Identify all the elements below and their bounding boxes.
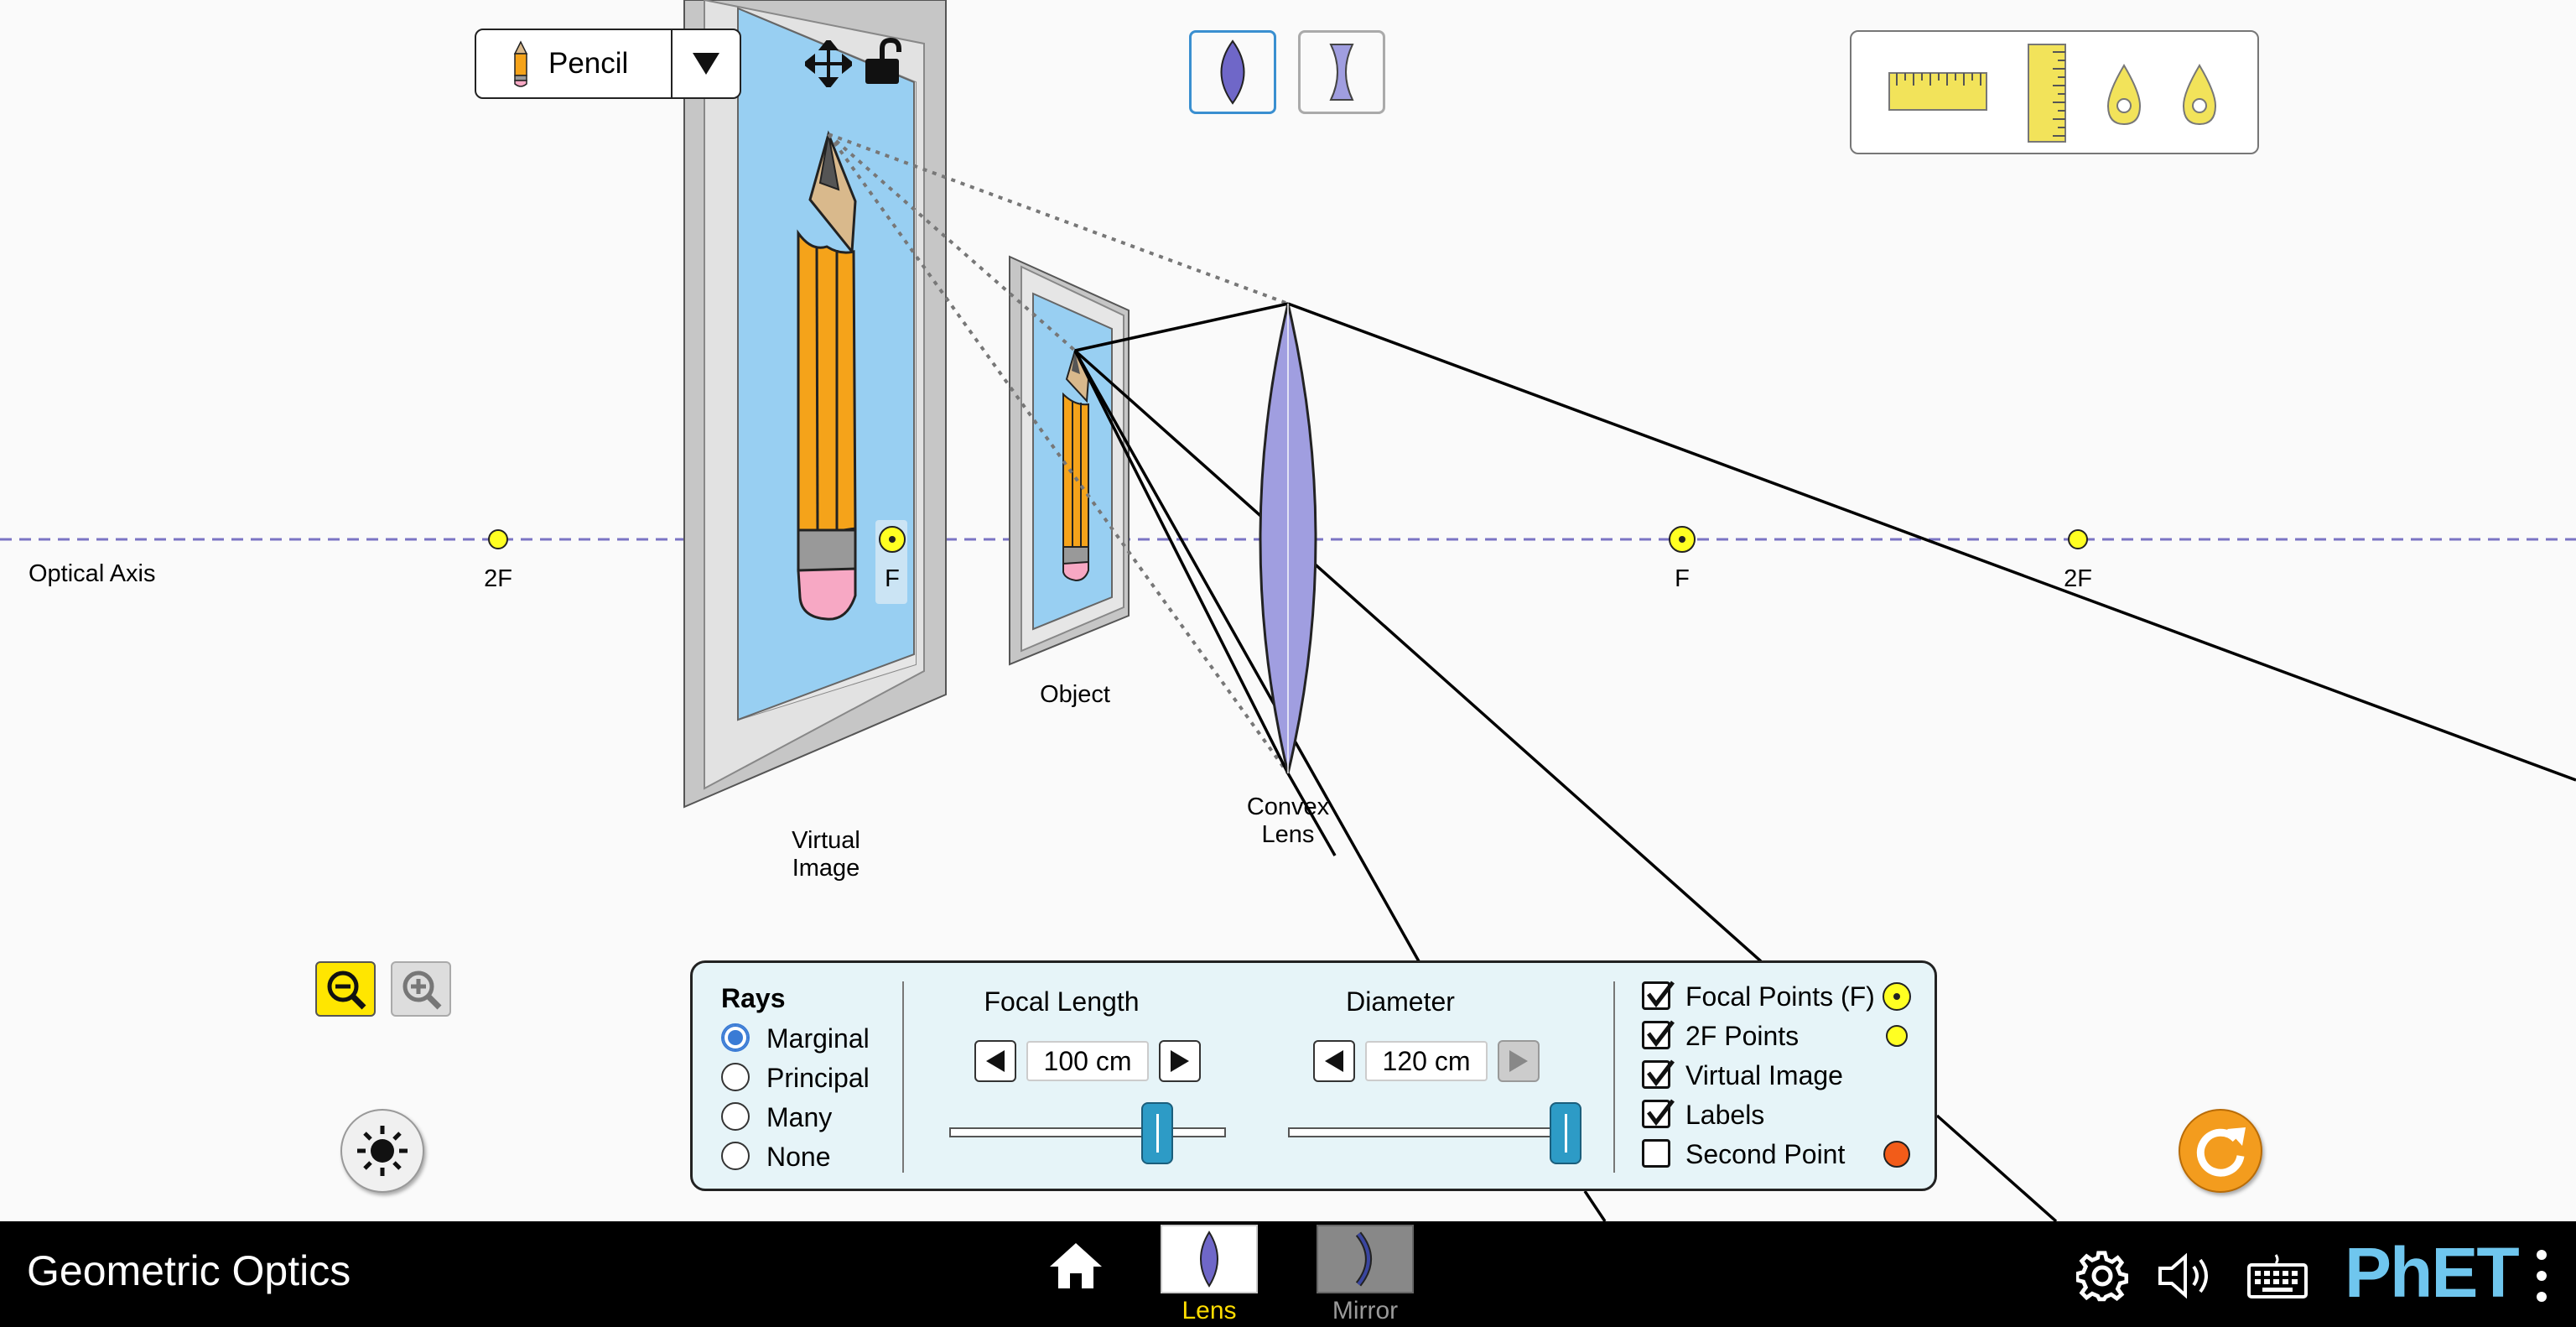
concave-lens-icon [1329,44,1354,101]
unlocked-icon[interactable] [862,37,907,87]
focal-length-value: 100 cm [1026,1041,1149,1081]
focal-length-decrement-button[interactable] [974,1040,1016,1082]
focal-points [488,520,2088,604]
diameter-slider-track[interactable] [1288,1127,1565,1137]
gear-icon[interactable] [2076,1250,2128,1302]
object-selector-label: Pencil [548,47,629,80]
focal-length-title: Focal Length [984,986,1140,1017]
diameter-title: Diameter [1346,986,1455,1017]
left-2f-point [488,529,508,549]
speaker-icon[interactable] [2157,1252,2219,1300]
reset-icon [2196,1127,2246,1177]
lens-tab-thumbnail [1161,1225,1258,1293]
diameter-increment-button[interactable] [1498,1040,1540,1082]
tab-lens[interactable]: Lens [1161,1225,1258,1325]
focal-point-icon [1883,982,1911,1011]
rays-title: Rays [721,983,786,1013]
rays-principal-radio[interactable] [721,1063,750,1091]
focal-length-increment-button[interactable] [1159,1040,1201,1082]
2f-points-checkbox[interactable] [1642,1020,1675,1049]
labels-checkbox[interactable] [1642,1099,1675,1128]
checkbox-label: Labels [1685,1100,1765,1130]
light-rays-button[interactable] [340,1109,424,1193]
virtual-rays [827,133,1290,775]
zoom-out-icon [327,971,366,1010]
object-label: Object [1040,681,1110,708]
tab-mirror-label: Mirror [1332,1297,1399,1324]
left-2f-label: 2F [484,565,512,592]
focal-length-slider-track[interactable] [949,1127,1226,1137]
convex-lens-icon [1200,1231,1218,1288]
diameter-decrement-button[interactable] [1313,1040,1355,1082]
rays-none-radio[interactable] [721,1142,750,1170]
navigation-bar: Geometric Optics Lens Mirror [0,1221,2576,1327]
scene-canvas [0,0,2576,1221]
second-point-icon [1883,1141,1910,1168]
position-marker-icon[interactable] [2103,64,2145,127]
focal-points-checkbox[interactable] [1642,981,1675,1010]
mirror-tab-thumbnail [1317,1225,1414,1293]
vertical-ruler-icon[interactable] [2028,44,2066,143]
control-panel: Rays Marginal Principal Many None Focal … [690,960,1937,1191]
object-pencil [1062,348,1090,582]
move-arrows-icon[interactable] [805,40,852,87]
rays-option-label: None [766,1142,831,1172]
reset-all-button[interactable] [2179,1109,2262,1193]
checkbox-label: 2F Points [1685,1021,1800,1051]
divider [1613,981,1615,1173]
virtual-image-pencil [797,130,857,621]
diameter-value: 120 cm [1365,1041,1488,1081]
real-rays [1073,302,2576,1221]
rays-option-label: Principal [766,1063,870,1093]
divider [902,981,904,1173]
convex-lens-icon [1220,39,1245,105]
right-2f-point [2068,529,2088,549]
zoom-out-button[interactable] [315,961,376,1017]
lens-label: Convex Lens [1246,794,1330,848]
2f-point-icon [1886,1025,1908,1047]
left-f-label: F [885,565,900,592]
convex-lens-type-button[interactable] [1189,30,1276,114]
rays-option-label: Marginal [766,1023,870,1054]
app-title: Geometric Optics [27,1247,351,1294]
zoom-in-icon [402,971,442,1010]
convex-lens[interactable] [1259,303,1317,774]
rays-marginal-radio[interactable] [721,1023,750,1052]
dropdown-arrow-icon[interactable] [671,30,740,97]
optical-axis-label: Optical Axis [29,560,156,587]
checkbox-label: Second Point [1685,1139,1846,1169]
rays-option-label: Many [766,1102,833,1132]
tab-mirror[interactable]: Mirror [1317,1225,1414,1325]
right-2f-label: 2F [2064,565,2092,592]
rays-many-radio[interactable] [721,1102,750,1131]
mirror-icon [1355,1231,1372,1287]
checkbox-label: Virtual Image [1685,1060,1843,1090]
phet-logo[interactable]: PhET [2345,1233,2520,1312]
checkbox-label: Focal Points (F) [1685,981,1875,1012]
horizontal-ruler-icon[interactable] [1888,72,1987,111]
toolbox [1850,30,2259,154]
more-options-icon[interactable] [2532,1246,2551,1305]
zoom-in-button[interactable] [391,961,451,1017]
diameter-slider-thumb[interactable] [1550,1102,1581,1164]
pencil-icon [513,40,528,87]
keyboard-icon[interactable] [2247,1253,2308,1298]
focal-length-slider-thumb[interactable] [1141,1102,1173,1164]
concave-lens-type-button[interactable] [1298,30,1385,114]
object-selector[interactable]: Pencil [475,29,741,99]
home-icon[interactable] [1048,1240,1104,1290]
position-marker-icon[interactable] [2179,64,2220,127]
sun-icon [357,1126,408,1176]
right-f-label: F [1675,565,1690,592]
virtual-image-checkbox[interactable] [1642,1059,1675,1089]
tab-lens-label: Lens [1182,1297,1237,1324]
second-point-checkbox[interactable] [1642,1139,1670,1168]
virtual-image-label: Virtual Image [792,827,860,882]
